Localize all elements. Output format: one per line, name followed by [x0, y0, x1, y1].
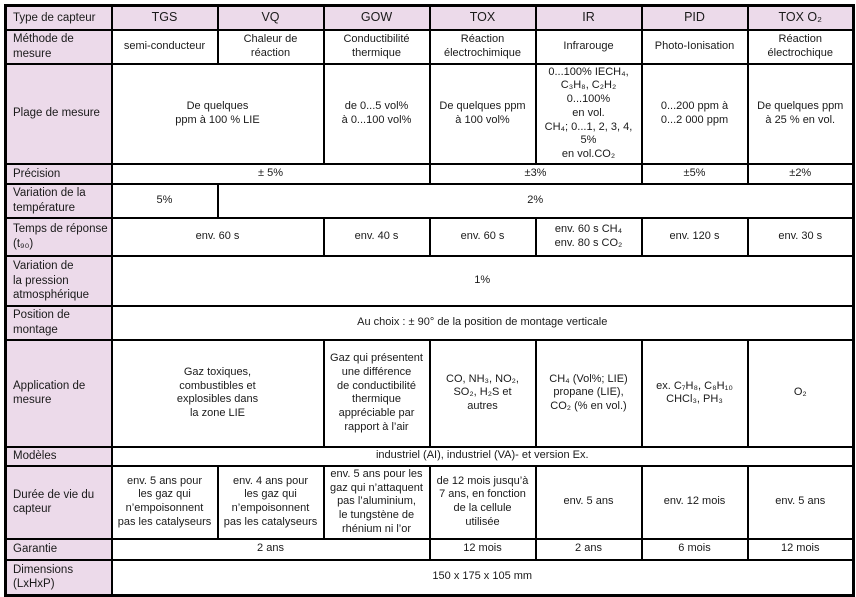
col-header-pid: PID: [640, 4, 749, 31]
col-header-tox-o2: TOX O₂: [746, 4, 855, 31]
cell-duree-vq: env. 4 ans pour les gaz qui n’empoisonne…: [216, 464, 325, 540]
cell-precision-tox-ir: ±3%: [428, 162, 643, 185]
cell-temps-tox: env. 60 s: [428, 216, 537, 257]
row-dimensions: Dimensions (LxHxP) 150 x 175 x 105 mm: [4, 558, 855, 597]
cell-vartemp-rest: 2%: [216, 182, 855, 219]
cell-precision-tox-o2: ±2%: [746, 162, 855, 185]
col-header-gow: GOW: [322, 4, 431, 31]
col-header-vq: VQ: [216, 4, 325, 31]
col-header-tox: TOX: [428, 4, 537, 31]
cell-temps-ir: env. 60 s CH₄ env. 80 s CO₂: [534, 216, 643, 257]
cell-methode-pid: Photo-Ionisation: [640, 28, 749, 65]
row-plage: Plage de mesure De quelques ppm à 100 % …: [4, 62, 855, 165]
cell-duree-tgs: env. 5 ans pour les gaz qui n’empoisonne…: [110, 464, 219, 540]
cell-methode-ir: Infrarouge: [534, 28, 643, 65]
row-modeles: Modèles industriel (AI), industriel (VA)…: [4, 445, 855, 467]
row-label-type-de-capteur: Type de capteur: [4, 4, 113, 31]
cell-temps-tgs-vq: env. 60 s: [110, 216, 325, 257]
row-duree-vie: Durée de vie du capteur env. 5 ans pour …: [4, 464, 855, 540]
row-label-modeles: Modèles: [4, 445, 113, 467]
cell-duree-ir: env. 5 ans: [534, 464, 643, 540]
row-label-precision: Précision: [4, 162, 113, 185]
cell-duree-pid: env. 12 mois: [640, 464, 749, 540]
cell-garantie-ir: 2 ans: [534, 537, 643, 561]
row-label-application: Application de mesure: [4, 338, 113, 448]
row-precision: Précision ± 5% ±3% ±5% ±2%: [4, 162, 855, 185]
cell-modeles-all: industriel (AI), industriel (VA)- et ver…: [110, 445, 855, 467]
cell-duree-tox-o2: env. 5 ans: [746, 464, 855, 540]
cell-plage-pid: 0...200 ppm à 0...2 000 ppm: [640, 62, 749, 165]
cell-duree-gow: env. 5 ans pour les gaz qui n’attaquent …: [322, 464, 431, 540]
row-variation-temperature: Variation de la température 5% 2%: [4, 182, 855, 219]
cell-garantie-tox-o2: 12 mois: [746, 537, 855, 561]
row-application: Application de mesure Gaz toxiques, comb…: [4, 338, 855, 448]
cell-position-all: Au choix : ± 90° de la position de monta…: [110, 304, 855, 341]
col-header-ir: IR: [534, 4, 643, 31]
cell-plage-tgs-vq: De quelques ppm à 100 % LIE: [110, 62, 325, 165]
cell-application-tox-o2: O₂: [746, 338, 855, 448]
row-label-variation-temperature: Variation de la température: [4, 182, 113, 219]
cell-plage-tox: De quelques ppm à 100 vol%: [428, 62, 537, 165]
cell-precision-pid: ±5%: [640, 162, 749, 185]
cell-precision-tgs-vq-gow: ± 5%: [110, 162, 431, 185]
cell-methode-tox-o2: Réaction électrochique: [746, 28, 855, 65]
cell-temps-tox-o2: env. 30 s: [746, 216, 855, 257]
cell-vartemp-tgs: 5%: [110, 182, 219, 219]
cell-garantie-tox: 12 mois: [428, 537, 537, 561]
cell-dimensions-all: 150 x 175 x 105 mm: [110, 558, 855, 597]
row-label-variation-pression: Variation de la pression atmosphérique: [4, 254, 113, 307]
cell-methode-tgs: semi-conducteur: [110, 28, 219, 65]
table-header-row: Type de capteur TGS VQ GOW TOX IR PID TO…: [4, 4, 855, 31]
row-position-montage: Position de montage Au choix : ± 90° de …: [4, 304, 855, 341]
cell-garantie-pid: 6 mois: [640, 537, 749, 561]
cell-temps-pid: env. 120 s: [640, 216, 749, 257]
cell-methode-gow: Conductibilité thermique: [322, 28, 431, 65]
cell-plage-tox-o2: De quelques ppm à 25 % en vol.: [746, 62, 855, 165]
cell-plage-gow: de 0...5 vol% à 0...100 vol%: [322, 62, 431, 165]
cell-application-ir: CH₄ (Vol%; LIE) propane (LIE), CO₂ (% en…: [534, 338, 643, 448]
cell-methode-vq: Chaleur de réaction: [216, 28, 325, 65]
row-label-garantie: Garantie: [4, 537, 113, 561]
cell-application-tgs-vq: Gaz toxiques, combustibles et explosible…: [110, 338, 325, 448]
row-methode: Méthode de mesure semi-conducteur Chaleu…: [4, 28, 855, 65]
cell-application-tox: CO, NH₃, NO₂, SO₂, H₂S et autres: [428, 338, 537, 448]
cell-duree-tox: de 12 mois jusqu’à 7 ans, en fonction de…: [428, 464, 537, 540]
row-label-position-montage: Position de montage: [4, 304, 113, 341]
row-label-methode: Méthode de mesure: [4, 28, 113, 65]
row-label-temps-reponse: Temps de réponse (t₉₀): [4, 216, 113, 257]
cell-temps-gow: env. 40 s: [322, 216, 431, 257]
row-variation-pression: Variation de la pression atmosphérique 1…: [4, 254, 855, 307]
sensor-comparison-table: Type de capteur TGS VQ GOW TOX IR PID TO…: [4, 4, 855, 597]
row-temps-reponse: Temps de réponse (t₉₀) env. 60 s env. 40…: [4, 216, 855, 257]
cell-pression-all: 1%: [110, 254, 855, 307]
cell-application-pid: ex. C₇H₈, C₈H₁₀ CHCl₃, PH₃: [640, 338, 749, 448]
col-header-tgs: TGS: [110, 4, 219, 31]
row-label-dimensions: Dimensions (LxHxP): [4, 558, 113, 597]
row-garantie: Garantie 2 ans 12 mois 2 ans 6 mois 12 m…: [4, 537, 855, 561]
cell-plage-ir: 0...100% IECH₄, C₃H₈, C₂H₂ 0...100% en v…: [534, 62, 643, 165]
cell-application-gow: Gaz qui présentent une différence de con…: [322, 338, 431, 448]
row-label-duree-vie: Durée de vie du capteur: [4, 464, 113, 540]
cell-garantie-tgs-vq-gow: 2 ans: [110, 537, 431, 561]
cell-methode-tox: Réaction électrochimique: [428, 28, 537, 65]
row-label-plage: Plage de mesure: [4, 62, 113, 165]
